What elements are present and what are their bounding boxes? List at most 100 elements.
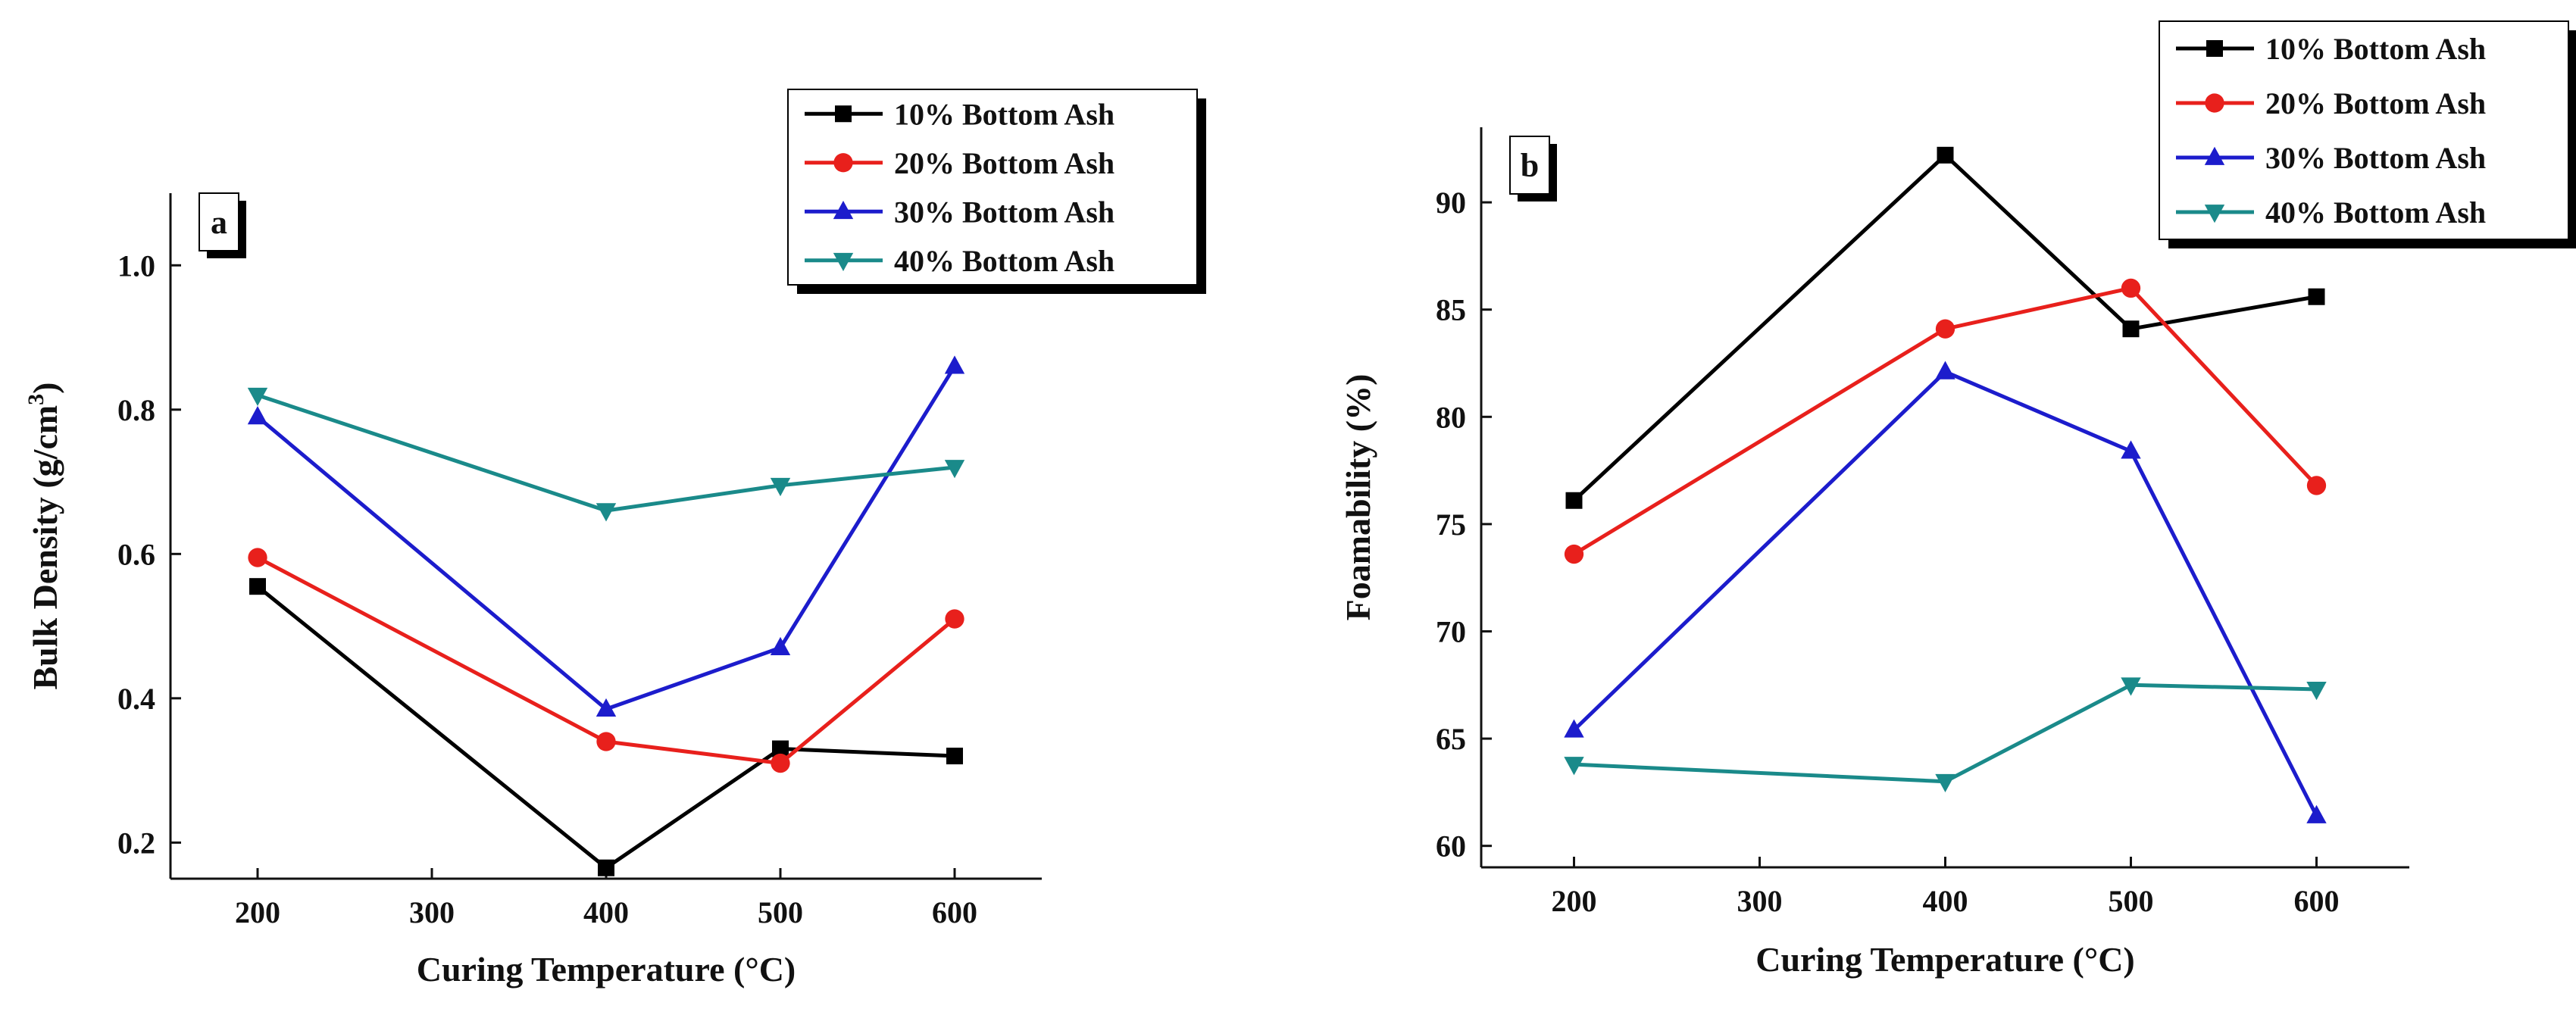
data-point (596, 503, 617, 522)
legend-label: 30% Bottom Ash (894, 195, 1114, 229)
x-tick-label: 300 (1737, 884, 1783, 918)
legend-marker (833, 153, 853, 173)
x-tick-label: 200 (235, 895, 280, 929)
y-tick-label: 60 (1436, 829, 1466, 864)
data-point (596, 732, 616, 751)
data-point (1564, 757, 1584, 776)
legend-item: 40% Bottom Ash (2176, 195, 2486, 230)
series-line (1572, 370, 2318, 817)
series-4 (247, 387, 965, 522)
series-2 (1564, 278, 2327, 564)
series-line (256, 365, 957, 711)
series-line (256, 585, 955, 870)
x-tick-label: 600 (2294, 884, 2340, 918)
y-tick-label: 65 (1436, 722, 1466, 756)
series-1 (249, 578, 963, 876)
series-3 (1564, 361, 2327, 823)
y-tick-label: 80 (1436, 400, 1466, 434)
data-point (247, 387, 268, 407)
data-point (1564, 544, 1584, 564)
series-1 (1565, 146, 2325, 509)
data-point (2121, 440, 2141, 459)
chart-panel-b: 60 65 70 75 80 85 90 200 300 400 500 600 Curing Temp… (1339, 20, 2576, 979)
y-tick-label: 90 (1436, 186, 1466, 220)
series-2 (248, 548, 964, 773)
data-point (2122, 320, 2140, 338)
data-point (770, 636, 791, 656)
data-point (946, 748, 963, 765)
x-tick-label: 500 (758, 895, 803, 929)
legend-box (787, 89, 1198, 286)
data-point (247, 406, 268, 425)
data-point (249, 578, 266, 595)
series-line (256, 555, 956, 766)
data-point (2306, 476, 2327, 495)
x-tick-label: 200 (1552, 884, 1597, 918)
data-point (944, 355, 965, 374)
data-point (2306, 804, 2327, 823)
legend-marker (2206, 40, 2223, 57)
chart-panel-a: 0.2 0.4 0.6 0.8 1.0 200 300 400 500 600 Curing Tem… (23, 89, 1206, 989)
y-tick-label: 0.2 (117, 826, 155, 860)
data-point (945, 609, 964, 629)
x-tick-label: 600 (932, 895, 977, 929)
legend: 10% Bottom Ash 20% Bottom Ash 30% Bottom A… (2159, 20, 2576, 248)
data-point (596, 698, 617, 717)
y-tick-label: 85 (1436, 293, 1466, 327)
data-point (2121, 677, 2141, 696)
series-line (257, 393, 955, 513)
y-tick-label: 0.8 (117, 393, 155, 427)
series-3 (247, 355, 965, 717)
x-tick-label: 400 (1923, 884, 1968, 918)
legend-label: 20% Bottom Ash (2265, 86, 2486, 120)
data-point (2308, 288, 2325, 305)
series-line (1572, 153, 2317, 502)
data-point (1935, 319, 1955, 339)
series-line (1574, 682, 2317, 784)
legend-item: 30% Bottom Ash (2176, 141, 2486, 175)
y-axis-label: Foamability (%) (1339, 374, 1377, 621)
legend-label: 30% Bottom Ash (2265, 141, 2486, 175)
legend-marker (833, 200, 854, 220)
data-point (771, 753, 790, 773)
legend: 10% Bottom Ash 20% Bottom Ash 30% Bottom A… (787, 89, 1206, 294)
legend-item: 30% Bottom Ash (805, 195, 1114, 229)
legend-label: 10% Bottom Ash (894, 97, 1114, 131)
legend-label: 10% Bottom Ash (2265, 32, 2486, 66)
x-axis-label: Curing Temperature (°C) (417, 950, 796, 989)
panel-letter-box (1509, 136, 1550, 195)
x-axis-label: Curing Temperature (°C) (1755, 940, 2135, 979)
data-point (1935, 361, 1955, 380)
y-tick-label: 1.0 (117, 248, 155, 283)
y-axis-label: Bulk Density (g/cm3) (23, 382, 64, 689)
series-4 (1564, 677, 2327, 793)
y-tick-label: 75 (1436, 508, 1466, 542)
legend-marker (2204, 146, 2225, 165)
y-tick-label: 0.4 (117, 682, 155, 716)
data-point (598, 859, 614, 876)
panel-letter-box (199, 192, 239, 251)
legend-item: 20% Bottom Ash (805, 146, 1114, 180)
legend-item: 10% Bottom Ash (805, 97, 1114, 131)
legend-label: 40% Bottom Ash (2265, 195, 2486, 230)
legend-item: 40% Bottom Ash (805, 244, 1114, 278)
data-point (770, 477, 791, 497)
panel-letter: b (1521, 147, 1539, 184)
x-tick-label: 400 (583, 895, 629, 929)
panel-letter: a (211, 204, 227, 241)
data-point (1565, 492, 1583, 509)
legend-marker (2205, 93, 2224, 113)
x-tick-label: 300 (409, 895, 455, 929)
data-point (1564, 719, 1584, 738)
y-tick-label: 70 (1436, 614, 1466, 648)
legend-item: 20% Bottom Ash (2176, 86, 2486, 120)
data-point (1935, 773, 1955, 793)
legend-box (2159, 20, 2569, 240)
data-point (2306, 682, 2327, 701)
y-tick-label: 0.6 (117, 537, 155, 571)
data-point (1937, 146, 1954, 164)
data-point (248, 548, 267, 567)
legend-marker (833, 252, 854, 272)
data-point (772, 740, 789, 757)
